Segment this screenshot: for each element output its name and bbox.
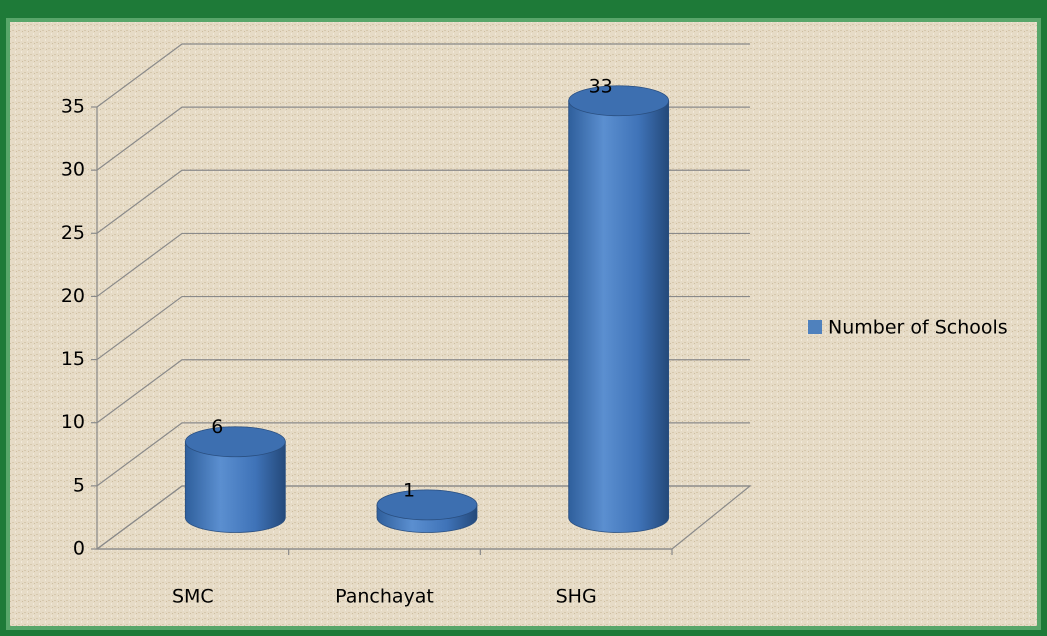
- legend-swatch: [808, 320, 822, 334]
- grid-line: [96, 485, 750, 550]
- bar-top: [568, 85, 670, 117]
- x-tick-label: Panchayat: [335, 586, 434, 608]
- bar-top: [184, 426, 286, 458]
- bar: [568, 100, 670, 533]
- grid-line: [96, 295, 750, 361]
- grid-line: [96, 422, 750, 487]
- bar: [184, 441, 286, 533]
- grid-line: [96, 106, 750, 171]
- data-label: 33: [589, 75, 613, 97]
- grid-line: [96, 232, 750, 297]
- y-tick-label: 20: [61, 285, 85, 307]
- grid-line: [96, 359, 750, 424]
- data-label: 1: [403, 479, 415, 501]
- y-tick-label: 35: [61, 96, 85, 118]
- grid-line: [96, 169, 750, 234]
- x-tick-label: SHG: [556, 586, 597, 608]
- y-tick-label: 25: [61, 222, 85, 244]
- y-tick-label: 15: [61, 348, 85, 370]
- grid-line: [96, 43, 750, 108]
- y-tick-label: 30: [61, 159, 85, 181]
- bar-top: [376, 489, 478, 521]
- y-tick-label: 10: [61, 411, 85, 433]
- x-tick-label: SMC: [172, 586, 214, 608]
- legend-label: Number of Schools: [828, 317, 1008, 339]
- plot-background: [10, 22, 1037, 626]
- y-tick-label: 0: [73, 538, 85, 560]
- data-label: 6: [211, 416, 223, 438]
- y-tick-label: 5: [73, 474, 85, 496]
